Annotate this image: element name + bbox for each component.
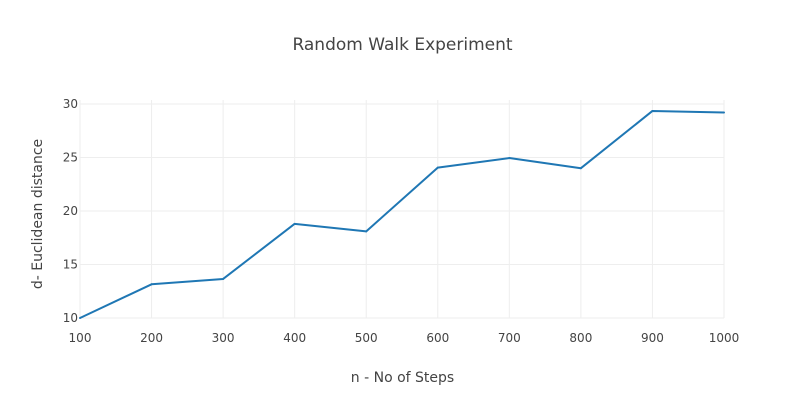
y-tick-label: 15 <box>63 258 78 272</box>
x-axis-ticks: 100 200 300 400 500 600 700 800 900 1000 <box>69 331 740 345</box>
x-tick-label: 200 <box>140 331 163 345</box>
x-tick-label: 600 <box>426 331 449 345</box>
x-tick-label: 400 <box>283 331 306 345</box>
data-point <box>723 111 725 114</box>
x-tick-label: 900 <box>641 331 664 345</box>
data-point <box>365 230 368 233</box>
x-tick-label: 1000 <box>709 331 740 345</box>
y-tick-label: 30 <box>63 97 78 111</box>
grid <box>79 100 725 319</box>
data-point <box>222 277 225 280</box>
series-line-0 <box>79 109 725 319</box>
data-point <box>508 157 511 160</box>
y-tick-label: 25 <box>63 151 78 165</box>
y-tick-label: 10 <box>63 311 78 325</box>
data-point <box>150 283 153 286</box>
x-tick-label: 800 <box>569 331 592 345</box>
y-tick-label: 20 <box>63 204 78 218</box>
x-tick-label: 100 <box>69 331 92 345</box>
data-point <box>579 167 582 170</box>
data-point <box>436 166 439 169</box>
x-tick-label: 700 <box>498 331 521 345</box>
y-axis-ticks: 10 15 20 25 30 <box>63 97 78 325</box>
data-point <box>79 317 81 319</box>
data-point <box>293 222 296 225</box>
chart-title: Random Walk Experiment <box>292 35 512 55</box>
data-point <box>651 109 654 112</box>
x-axis-title: n - No of Steps <box>351 370 454 386</box>
x-tick-label: 300 <box>212 331 235 345</box>
y-axis-title: d- Euclidean distance <box>30 139 46 289</box>
x-tick-label: 500 <box>355 331 378 345</box>
series-layer <box>79 109 725 319</box>
